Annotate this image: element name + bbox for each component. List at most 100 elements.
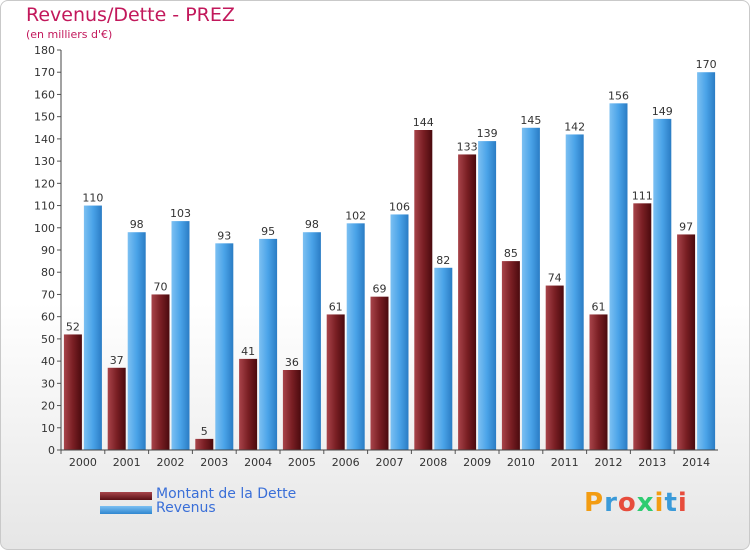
data-label: 110 <box>82 192 103 205</box>
x-tick-label: 2002 <box>157 456 185 469</box>
bar-dette <box>633 203 652 450</box>
logo-letter: r <box>604 488 618 518</box>
data-label: 74 <box>548 272 562 285</box>
x-tick-label: 2010 <box>507 456 535 469</box>
chart-subtitle: (en milliers d'€) <box>26 28 113 41</box>
y-tick-label: 120 <box>34 177 55 190</box>
data-label: 106 <box>389 200 410 213</box>
bar-revenus <box>609 103 628 450</box>
data-label: 111 <box>632 189 653 202</box>
data-label: 98 <box>305 218 319 231</box>
data-label: 61 <box>592 300 606 313</box>
data-label: 61 <box>329 300 343 313</box>
data-label: 52 <box>66 320 80 333</box>
bar-chart: 0 10 20 30 40 50 60 70 80 90 100 110 120 130 140 150 160… <box>34 44 718 469</box>
bar-dette <box>195 438 214 450</box>
y-tick-label: 160 <box>34 88 55 101</box>
x-tick-label: 2014 <box>682 456 710 469</box>
logo-letter: x <box>636 488 655 518</box>
bar-dette <box>501 261 520 450</box>
legend-swatch-dette <box>100 492 152 500</box>
bar-dette <box>370 296 389 450</box>
bar-revenus <box>697 72 716 450</box>
logo-letter: i <box>677 488 688 518</box>
bar-dette <box>63 334 82 450</box>
bar-dette <box>589 314 608 450</box>
x-tick-label: 2012 <box>595 456 623 469</box>
data-label: 139 <box>477 127 498 140</box>
bar-revenus <box>346 223 365 450</box>
y-tick-label: 130 <box>34 155 55 168</box>
data-label: 144 <box>413 116 434 129</box>
data-label: 95 <box>261 225 275 238</box>
y-tick-label: 70 <box>41 288 55 301</box>
y-tick-label: 0 <box>48 444 55 457</box>
bar-dette <box>239 358 258 450</box>
bar-revenus <box>215 243 234 450</box>
legend-label-revenus: Revenus <box>156 500 216 516</box>
logo-letter: P <box>584 488 605 518</box>
bar-dette <box>414 130 433 450</box>
y-tick-label: 180 <box>34 44 55 57</box>
chart-title: Revenus/Dette - PREZ <box>26 4 235 26</box>
bar-revenus <box>478 141 497 450</box>
data-label: 41 <box>241 345 255 358</box>
y-tick-label: 90 <box>41 244 55 257</box>
data-label: 170 <box>696 58 717 71</box>
x-tick-label: 2006 <box>332 456 360 469</box>
x-tick-label: 2003 <box>200 456 228 469</box>
bar-dette <box>107 367 126 450</box>
bar-dette <box>151 294 170 450</box>
bar-revenus <box>521 127 540 451</box>
y-tick-label: 50 <box>41 333 55 346</box>
data-label: 98 <box>130 218 144 231</box>
data-label: 37 <box>110 354 124 367</box>
bar-revenus <box>434 267 453 450</box>
x-tick-label: 2013 <box>638 456 666 469</box>
logo-letter: t <box>664 488 678 518</box>
bar-revenus <box>653 118 672 450</box>
y-tick-label: 100 <box>34 222 55 235</box>
legend-swatch-revenus <box>100 506 152 514</box>
x-tick-label: 2009 <box>463 456 491 469</box>
bar-revenus <box>83 205 102 450</box>
data-label: 103 <box>170 207 191 220</box>
logo-letter: o <box>617 488 637 518</box>
bar-dette <box>677 234 696 450</box>
y-tick-label: 170 <box>34 66 55 79</box>
x-tick-label: 2000 <box>69 456 97 469</box>
y-tick-label: 110 <box>34 200 55 213</box>
logo-letter: i <box>654 488 665 518</box>
data-label: 69 <box>373 283 387 296</box>
x-tick-label: 2005 <box>288 456 316 469</box>
bar-revenus <box>565 134 584 450</box>
bar-revenus <box>171 221 190 450</box>
data-label: 5 <box>201 425 208 438</box>
bar-revenus <box>302 232 321 450</box>
bar-revenus <box>259 238 278 450</box>
y-tick-label: 150 <box>34 111 55 124</box>
y-tick-label: 80 <box>41 266 55 279</box>
y-tick-label: 10 <box>41 422 55 435</box>
bar-dette <box>458 154 477 450</box>
bar-revenus <box>127 232 146 450</box>
data-label: 142 <box>564 120 585 133</box>
data-label: 36 <box>285 356 299 369</box>
data-label: 133 <box>457 140 478 153</box>
x-tick-label: 2007 <box>376 456 404 469</box>
legend-label-dette: Montant de la Dette <box>156 486 297 502</box>
y-tick-label: 40 <box>41 355 55 368</box>
y-tick-label: 30 <box>41 377 55 390</box>
proxiti-logo: Proxiti <box>584 488 688 518</box>
data-label: 149 <box>652 105 673 118</box>
data-label: 70 <box>154 280 168 293</box>
y-tick-label: 60 <box>41 311 55 324</box>
bar-revenus <box>390 214 409 450</box>
y-tick-label: 20 <box>41 400 55 413</box>
data-label: 102 <box>345 209 366 222</box>
data-label: 82 <box>436 254 450 267</box>
data-label: 85 <box>504 247 518 260</box>
bar-dette <box>282 370 301 450</box>
x-tick-label: 2008 <box>419 456 447 469</box>
bar-dette <box>545 285 564 450</box>
